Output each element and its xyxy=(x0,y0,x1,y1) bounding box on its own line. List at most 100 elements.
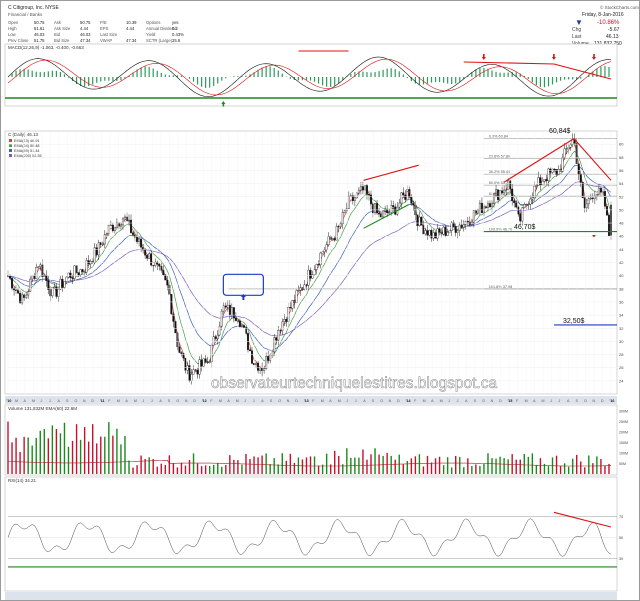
stat-value: 47.34 xyxy=(126,38,137,43)
volume-bar xyxy=(156,466,158,474)
candle-body xyxy=(142,247,145,251)
x-tick-label: O xyxy=(278,399,281,403)
volume-bar xyxy=(426,455,429,474)
stat-label: High xyxy=(8,26,17,31)
candle-body xyxy=(601,191,604,193)
candle-body xyxy=(206,361,209,363)
candle-body xyxy=(212,336,215,346)
macd-histogram-bar xyxy=(543,77,546,88)
x-axis-strip xyxy=(5,396,617,404)
candle-body xyxy=(547,168,550,182)
rsi-panel-label: RSI(14) 34.21 xyxy=(8,478,37,483)
candle-body xyxy=(321,251,324,254)
volume-bar xyxy=(184,465,187,474)
volume-bar xyxy=(35,437,37,474)
down-arrow-icon xyxy=(592,235,596,238)
candle-body xyxy=(325,244,328,250)
x-tick-label: S xyxy=(66,399,69,403)
volume-bar xyxy=(237,460,239,474)
volume-bar xyxy=(59,433,62,474)
volume-bar xyxy=(92,424,94,474)
volume-bar xyxy=(378,454,380,474)
volume-bar xyxy=(515,459,517,474)
candle-body xyxy=(69,272,72,278)
candle-body xyxy=(392,205,395,208)
macd-histogram-bar xyxy=(507,72,509,77)
volume-bar xyxy=(39,430,41,474)
fib-label: 61.8% 52.10 xyxy=(489,192,510,196)
candle-body xyxy=(238,320,241,327)
candle-body xyxy=(204,358,207,362)
x-tick-label: J xyxy=(253,399,255,403)
candle-body xyxy=(370,194,373,205)
candle-body xyxy=(65,276,68,282)
candle-body xyxy=(361,186,364,191)
candle-body xyxy=(454,226,457,233)
candle-body xyxy=(446,232,449,236)
volume-bar xyxy=(213,464,215,474)
candle-body xyxy=(85,260,88,273)
macd-histogram-bar xyxy=(160,72,162,77)
macd-histogram-bar xyxy=(96,77,98,83)
candle-body xyxy=(523,204,526,208)
macd-histogram-bar xyxy=(196,77,199,85)
candle-body xyxy=(128,219,131,222)
macd-histogram-bar xyxy=(172,75,174,77)
candle-body xyxy=(327,236,330,245)
volume-bar xyxy=(366,459,368,474)
candle-body xyxy=(13,288,16,291)
volume-bar xyxy=(164,465,167,474)
candle-body xyxy=(430,230,433,239)
peak-label: 60,84$ xyxy=(549,128,571,135)
volume-bar xyxy=(543,463,546,474)
candle-body xyxy=(119,224,122,227)
candle-body xyxy=(17,290,20,294)
volume-bar xyxy=(124,435,126,474)
macd-histogram-bar xyxy=(322,77,324,86)
candle-body xyxy=(545,179,548,182)
volume-bar xyxy=(422,466,425,474)
macd-panel-frame xyxy=(4,43,618,107)
volume-bar xyxy=(463,467,465,474)
x-tick-label: M xyxy=(542,399,545,403)
candle-body xyxy=(307,269,310,286)
macd-histogram-bar xyxy=(342,77,344,81)
candle-body xyxy=(535,185,538,187)
candle-body xyxy=(426,230,429,236)
x-tick-label: N xyxy=(83,399,86,403)
x-tick-label: F xyxy=(210,399,213,403)
candle-body xyxy=(363,185,366,191)
candle-body xyxy=(577,163,580,175)
volume-bar xyxy=(547,466,550,474)
x-tick-label: S xyxy=(372,399,375,403)
volume-bar xyxy=(479,465,481,474)
candle-body xyxy=(388,212,391,214)
candle-body xyxy=(497,189,500,201)
candle-body xyxy=(420,216,423,226)
volume-bar xyxy=(63,422,66,474)
date-label: Friday, 8-Jan-2016 xyxy=(582,12,624,18)
macd-histogram-bar xyxy=(382,69,384,77)
volume-bar xyxy=(196,463,199,474)
candle-body xyxy=(240,325,243,327)
macd-histogram-bar xyxy=(475,69,477,77)
volume-bar xyxy=(204,465,207,474)
candle-body xyxy=(61,278,64,288)
x-tick-label: J xyxy=(448,399,450,403)
x-tick-label: F xyxy=(516,399,519,403)
candle-body xyxy=(140,238,143,248)
volume-bar xyxy=(79,439,82,474)
price-y-axis: 60 58 56 54 52 50 48 46 44 42 40 38 36 34 32 30 28 26 24 xyxy=(8,142,624,383)
volume-bar xyxy=(75,424,78,474)
candle-body xyxy=(275,337,278,341)
x-tick-label: D xyxy=(295,399,298,403)
macd-histogram-bar xyxy=(225,77,227,79)
candle-body xyxy=(43,275,46,277)
volume-bar xyxy=(96,443,98,474)
candle-body xyxy=(297,289,300,292)
macd-histogram-bar xyxy=(487,68,489,77)
macd-histogram-bar xyxy=(438,77,441,83)
stat-value: 0.2 xyxy=(172,26,178,31)
macd-histogram-bar xyxy=(39,72,41,77)
